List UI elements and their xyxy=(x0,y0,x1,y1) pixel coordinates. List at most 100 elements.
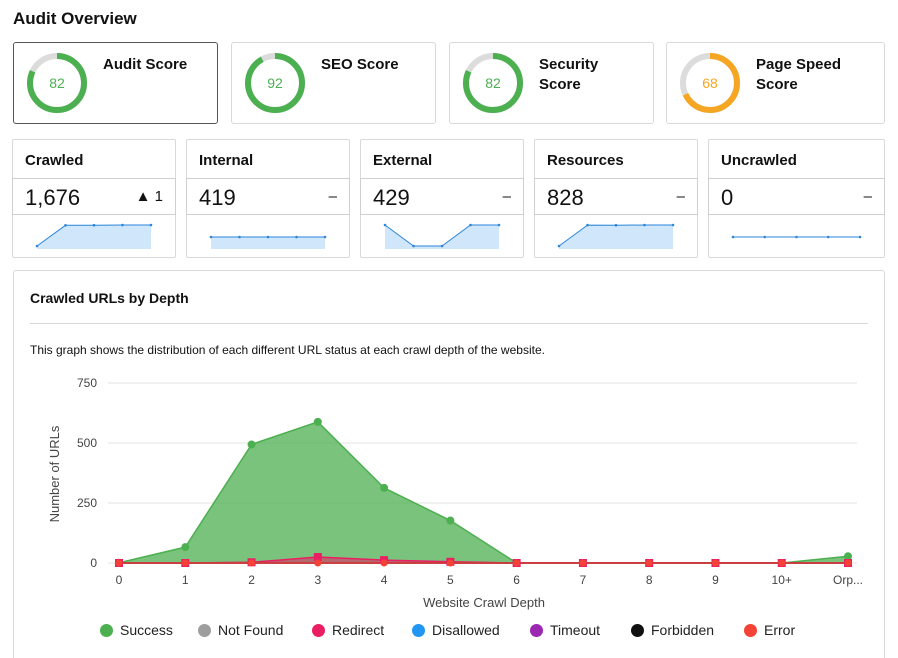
series-area xyxy=(119,421,848,563)
sparkline-point xyxy=(266,235,270,239)
y-tick-label: 0 xyxy=(90,556,97,570)
panel-title: Crawled URLs by Depth xyxy=(30,290,189,306)
metric-value: 1,676 xyxy=(25,185,81,210)
legend-item-error[interactable]: Error xyxy=(744,620,795,640)
sparkline-point xyxy=(795,235,798,239)
data-point[interactable] xyxy=(313,417,322,426)
sparkline-point xyxy=(323,235,327,239)
data-point[interactable] xyxy=(181,559,189,567)
legend-item-redirect[interactable]: Redirect xyxy=(312,620,384,640)
score-gauge: 68 xyxy=(680,53,740,113)
data-point[interactable] xyxy=(645,559,653,567)
legend-item-timeout[interactable]: Timeout xyxy=(530,620,600,640)
data-point[interactable] xyxy=(380,559,388,567)
score-gauge: 82 xyxy=(27,53,87,113)
metric-value: 0 xyxy=(721,185,734,210)
sparkline-point xyxy=(643,223,646,227)
data-point[interactable] xyxy=(314,559,322,567)
metric-delta: – xyxy=(676,188,685,205)
data-point[interactable] xyxy=(181,543,190,552)
sparkline-point xyxy=(209,235,213,239)
data-point[interactable] xyxy=(380,483,389,492)
metric-delta: – xyxy=(863,188,872,205)
metric-card-uncrawled[interactable]: Uncrawled 0 – xyxy=(708,139,885,258)
legend-swatch xyxy=(198,623,211,637)
data-point[interactable] xyxy=(115,559,123,567)
y-tick-label: 750 xyxy=(77,376,97,390)
legend-item-disallowed[interactable]: Disallowed xyxy=(412,620,500,640)
legend-item-not-found[interactable]: Not Found xyxy=(198,620,283,640)
metric-card-internal[interactable]: Internal 419 – xyxy=(186,139,350,258)
x-axis-title: Website Crawl Depth xyxy=(423,595,545,610)
score-card-page-speed[interactable]: 68 Page Speed Score xyxy=(666,42,885,124)
sparkline-point xyxy=(858,235,862,239)
x-tick-label: 7 xyxy=(580,573,587,587)
sparkline-point xyxy=(826,235,830,239)
sparkline-point xyxy=(295,235,298,239)
x-tick-label: Orp... xyxy=(833,573,863,587)
metric-title: Uncrawled xyxy=(721,152,797,169)
data-point[interactable] xyxy=(844,559,852,567)
metric-card-resources[interactable]: Resources 828 – xyxy=(534,139,698,258)
sparkline-area xyxy=(211,237,325,249)
sparkline-point xyxy=(440,244,444,248)
score-gauge: 82 xyxy=(463,53,523,113)
legend-item-success[interactable]: Success xyxy=(100,620,173,640)
sparkline-point xyxy=(731,235,735,239)
legend-item-forbidden[interactable]: Forbidden xyxy=(631,620,714,640)
legend-swatch xyxy=(100,623,113,637)
x-tick-label: 10+ xyxy=(772,573,792,587)
score-value: 82 xyxy=(49,75,65,91)
data-point[interactable] xyxy=(248,559,256,567)
score-card-security[interactable]: 82 Security Score xyxy=(449,42,654,124)
gauge-fill xyxy=(680,53,740,113)
score-label: Audit Score xyxy=(103,56,188,73)
metric-title: Resources xyxy=(547,152,624,169)
metric-delta: – xyxy=(502,188,511,205)
data-point[interactable] xyxy=(446,559,454,567)
y-axis-title: Number of URLs xyxy=(47,425,62,522)
data-point[interactable] xyxy=(313,553,322,561)
score-ring: 82 xyxy=(26,52,88,114)
sparkline-point xyxy=(64,223,67,227)
data-point[interactable] xyxy=(513,559,521,567)
sparkline xyxy=(35,223,153,249)
data-point[interactable] xyxy=(446,516,455,525)
data-point[interactable] xyxy=(844,552,852,561)
chart-legend: Success Not Found Redirect Disallowed Timeou… xyxy=(0,620,898,640)
sparkline-point xyxy=(614,223,618,227)
metric-card-external[interactable]: External 429 – xyxy=(360,139,524,258)
legend-swatch xyxy=(312,623,325,637)
sparkline-point xyxy=(586,223,589,227)
score-card-audit[interactable]: 82 Audit Score xyxy=(13,42,218,124)
y-tick-label: 500 xyxy=(77,436,97,450)
sparkline-point xyxy=(92,223,96,227)
data-point[interactable] xyxy=(711,559,719,567)
data-point[interactable] xyxy=(579,559,587,567)
score-value: 68 xyxy=(702,75,718,91)
sparkline-point xyxy=(763,235,767,239)
x-tick-label: 5 xyxy=(447,573,454,587)
depth-chart-panel: Crawled URLs by Depth This graph shows t… xyxy=(13,270,885,658)
sparkline xyxy=(383,223,501,249)
x-tick-label: 9 xyxy=(712,573,719,587)
legend-label: Error xyxy=(764,622,796,638)
metric-value: 419 xyxy=(199,185,236,210)
score-ring: 82 xyxy=(462,52,524,114)
x-tick-label: 2 xyxy=(248,573,255,587)
data-point[interactable] xyxy=(247,440,256,449)
data-point[interactable] xyxy=(778,559,786,567)
sparkline xyxy=(731,235,862,239)
metric-value: 429 xyxy=(373,185,410,210)
score-gauge: 92 xyxy=(245,53,305,113)
metric-value-box: 0 – xyxy=(708,178,885,215)
metric-value-box: 828 – xyxy=(534,178,698,215)
legend-label: Forbidden xyxy=(651,622,715,638)
score-ring: 68 xyxy=(679,52,741,114)
legend-label: Timeout xyxy=(550,622,601,638)
sparkline-point xyxy=(383,223,387,227)
score-card-seo[interactable]: 92 SEO Score xyxy=(231,42,436,124)
legend-swatch xyxy=(412,623,425,637)
metric-card-crawled[interactable]: Crawled 1,676 ▲ 1 xyxy=(12,139,176,258)
